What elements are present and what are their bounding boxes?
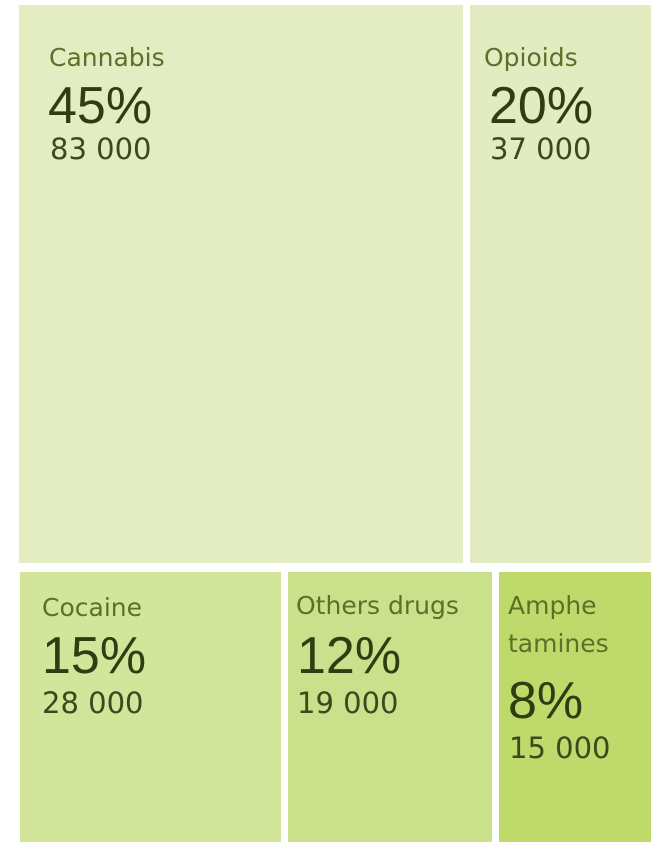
segment-value: 37 000 (490, 132, 592, 166)
segment-percent: 12% (297, 627, 402, 685)
segment-amphetamines: Amphe tamines 8% 15 000 (499, 572, 651, 842)
segment-percent: 15% (42, 627, 147, 685)
segment-value: 28 000 (42, 686, 144, 720)
segment-cannabis: Cannabis 45% 83 000 (19, 5, 463, 563)
segment-percent: 45% (48, 77, 153, 135)
segment-value: 19 000 (297, 686, 399, 720)
segment-percent: 20% (489, 77, 594, 135)
segment-value: 83 000 (50, 132, 152, 166)
segment-name: Opioids (484, 43, 578, 72)
segment-name: Others drugs (296, 591, 459, 620)
segment-opioids: Opioids 20% 37 000 (470, 5, 651, 563)
segment-others-drugs: Others drugs 12% 19 000 (288, 572, 492, 842)
segment-name: Cocaine (42, 593, 142, 622)
segment-value: 15 000 (509, 731, 611, 765)
segment-cocaine: Cocaine 15% 28 000 (20, 572, 281, 842)
segment-name: Amphe tamines (508, 591, 609, 658)
segment-name: Cannabis (49, 43, 165, 72)
segment-percent: 8% (508, 672, 584, 730)
